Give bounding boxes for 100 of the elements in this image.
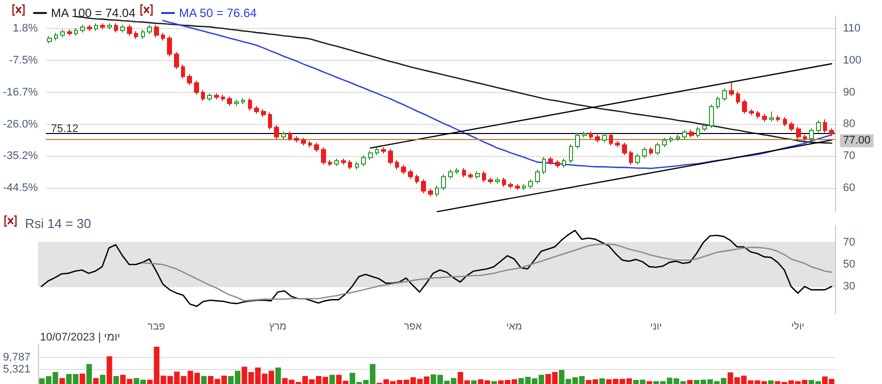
candlestick [488, 177, 493, 184]
candlestick [67, 29, 72, 36]
candlestick [388, 148, 393, 166]
y2-tick-label: -16.7% [2, 86, 38, 98]
candlestick [736, 91, 740, 105]
candlestick [803, 134, 807, 142]
bar [201, 376, 207, 384]
candlestick [495, 177, 500, 184]
y2-tick-label: -26.0% [2, 118, 38, 130]
candlestick [462, 168, 466, 178]
candlestick [201, 90, 205, 102]
candlestick [555, 160, 560, 168]
candlestick [341, 158, 346, 166]
candlestick [615, 140, 620, 148]
candlestick [308, 140, 312, 148]
candlestick [214, 92, 219, 100]
y2-tick-label: -35.2% [2, 150, 38, 162]
candlestick [595, 134, 600, 143]
candlestick [134, 30, 138, 40]
candlestick [635, 153, 640, 166]
candlestick [682, 129, 687, 140]
candlestick [776, 115, 780, 122]
bar [80, 374, 86, 384]
candlestick [435, 185, 439, 197]
candlestick [161, 32, 165, 41]
y-tick-label: 30 [843, 280, 856, 292]
bar [329, 374, 335, 384]
candlestick [348, 160, 352, 170]
candlestick [114, 22, 118, 34]
x-tick-label: מרץ [269, 322, 287, 332]
y2-tick-label: -44.5% [2, 182, 38, 194]
candlestick [475, 170, 480, 180]
candlestick [87, 24, 92, 32]
candlestick [120, 24, 125, 34]
candlestick [207, 92, 212, 102]
candlestick [361, 154, 366, 167]
y2-tick-label: -7.5% [9, 54, 38, 67]
candlestick [676, 134, 680, 142]
candlestick [722, 88, 727, 102]
candlestick [455, 168, 459, 175]
bar [687, 380, 693, 384]
candlestick [769, 110, 774, 122]
x-tick-label: אפר [404, 322, 422, 332]
candlestick [816, 120, 821, 134]
bar [100, 374, 106, 384]
candlestick [174, 51, 179, 70]
candlestick [274, 124, 279, 140]
candlestick [314, 142, 319, 152]
candlestick [375, 146, 379, 156]
bar [491, 381, 497, 384]
legend-label: MA 100 = 74.04 [51, 6, 136, 20]
bar [275, 368, 281, 384]
chart-title: Rsi 14 = 30 [25, 216, 92, 231]
candlestick [395, 160, 399, 170]
candlestick [154, 24, 159, 38]
candlestick [448, 169, 453, 180]
y-tick-label: 50 [843, 258, 856, 270]
candlestick [100, 22, 105, 30]
candlestick [301, 137, 306, 146]
candlestick [789, 121, 794, 132]
candlestick [167, 36, 172, 57]
bar [93, 378, 99, 384]
candlestick [823, 118, 827, 134]
text: יומי | 10/07/2023 [40, 332, 120, 344]
candlestick [421, 178, 426, 194]
candlestick [796, 126, 801, 140]
candlestick [716, 96, 720, 110]
candlestick [622, 142, 627, 156]
candlestick [74, 28, 78, 36]
x-tick-label: יוני [650, 322, 662, 332]
candlestick [127, 24, 132, 36]
candlestick [321, 146, 326, 166]
candlestick [482, 170, 486, 183]
y-tick-label: 5,321 [2, 364, 31, 376]
candlestick [729, 82, 734, 97]
candlestick [334, 158, 339, 167]
candlestick [742, 99, 747, 114]
candlestick [415, 174, 419, 184]
bar [106, 356, 112, 384]
line-series [142, 244, 832, 302]
y-tick-label: 80 [843, 118, 856, 130]
y-tick-label: 70 [843, 150, 856, 162]
line-series [40, 230, 832, 307]
bar [646, 381, 652, 384]
candlestick [234, 99, 239, 106]
candlestick [535, 169, 540, 184]
candlestick [662, 137, 667, 148]
candlestick [515, 184, 520, 191]
candlestick [602, 132, 607, 143]
bar [113, 376, 119, 384]
candlestick [107, 22, 112, 30]
candlestick [468, 172, 473, 180]
candlestick [147, 24, 152, 35]
candlestick [288, 131, 292, 142]
candlestick [60, 29, 65, 38]
candlestick [248, 98, 252, 111]
candlestick [94, 22, 98, 32]
ref-line-label: 75.12 [50, 123, 78, 136]
candlestick [181, 64, 185, 80]
y-tick-label: 90 [843, 86, 856, 98]
